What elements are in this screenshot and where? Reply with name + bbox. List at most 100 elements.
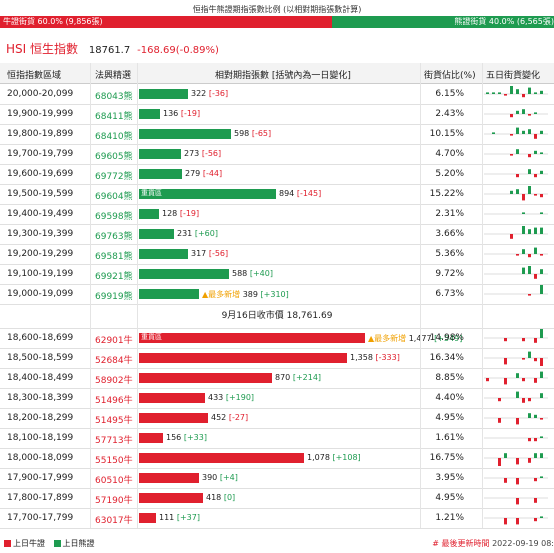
row-code-link[interactable]: 58902牛: [95, 376, 133, 386]
five-day-sparkline: [484, 391, 548, 403]
row-code-link[interactable]: 68411熊: [95, 112, 133, 122]
five-day-sparkline: [484, 247, 548, 258]
five-day-sparkline: [484, 413, 548, 425]
most-new-tag: ▲最多新增: [202, 290, 241, 299]
sparkline-bar: [492, 132, 495, 134]
row-code-link[interactable]: 69763熊: [95, 232, 133, 242]
sparkline-bar: [540, 371, 543, 378]
sparkline-bar: [540, 194, 543, 198]
sparkline-bar: [528, 294, 531, 296]
sparkline-bar: [516, 189, 519, 194]
qty-label: 433 [+190]: [208, 393, 254, 402]
five-day-sparkline: [484, 127, 548, 139]
qty-bar: [139, 433, 163, 443]
sparkline-bar: [516, 127, 519, 134]
sparkline-bar: [516, 418, 519, 425]
row-code-link[interactable]: 60510牛: [95, 476, 133, 486]
row-range: 19,400-19,499: [7, 209, 74, 219]
sparkline-bar: [522, 378, 525, 382]
table-row: 19,600-19,699 69772熊 279 [-44] 5.20%: [0, 164, 554, 185]
index-name: HSI 恒生指數: [6, 42, 78, 56]
row-code-link[interactable]: 52684牛: [95, 356, 133, 366]
sparkline-bar: [522, 94, 525, 98]
sparkline-bar: [534, 227, 537, 234]
sparkline-bar: [516, 458, 519, 465]
sparkline-bar: [540, 227, 543, 234]
row-range: 19,800-19,899: [7, 129, 74, 139]
sparkline-bar: [528, 154, 531, 158]
qty-value: 433: [208, 393, 224, 402]
qty-bar: [139, 209, 159, 219]
qty-bar: [139, 333, 365, 343]
sparkline-bar: [540, 90, 543, 94]
header-pct: 街貨佔比(%): [424, 71, 476, 81]
row-code-link[interactable]: 68043熊: [95, 92, 133, 102]
row-code-link[interactable]: 69772熊: [95, 172, 133, 182]
sparkline-bar: [540, 254, 543, 256]
row-code-link[interactable]: 68410熊: [95, 132, 133, 142]
row-code-link[interactable]: 51495牛: [95, 416, 133, 426]
row-pct: 8.85%: [435, 373, 464, 383]
qty-label: 156 [+33]: [166, 433, 207, 442]
qty-value: 588: [232, 269, 248, 278]
row-range: 18,300-18,399: [7, 393, 74, 403]
qty-label: 111 [+37]: [159, 513, 200, 522]
header-qty: 相對期指張數 [括號內為一日變化]: [215, 71, 351, 81]
qty-label: 317 [-56]: [191, 249, 228, 258]
sparkline-bar: [528, 458, 531, 463]
qty-change: [0]: [223, 493, 236, 502]
qty-change: [-333]: [375, 353, 400, 362]
five-day-sparkline: [484, 86, 548, 98]
table-row: 18,000-18,099 55150牛 1,078 [+108] 16.75%: [0, 448, 554, 469]
row-pct: 2.31%: [435, 209, 464, 219]
sparkline-bar: [498, 92, 501, 94]
row-code-link[interactable]: 57190牛: [95, 496, 133, 506]
row-range: 17,900-17,999: [7, 473, 74, 483]
row-code-link[interactable]: 51496牛: [95, 396, 133, 406]
sparkline-bar: [534, 438, 537, 442]
qty-label: 870 [+214]: [275, 373, 321, 382]
row-pct: 1.21%: [435, 513, 464, 523]
sparkline-bar: [528, 87, 531, 94]
sparkline-bar: [534, 498, 537, 503]
row-code-link[interactable]: 62901牛: [95, 336, 133, 346]
qty-value: 111: [159, 513, 175, 522]
sparkline-bar: [516, 149, 519, 154]
row-code-link[interactable]: 69921熊: [95, 272, 133, 282]
qty-bar: [139, 353, 347, 363]
qty-bar: [139, 493, 203, 503]
qty-value: 389: [242, 290, 258, 299]
qty-value: 1,078: [307, 453, 330, 462]
sparkline-bar: [534, 358, 537, 362]
qty-label: 418 [0]: [206, 493, 235, 502]
sparkline-bar: [534, 518, 537, 522]
sparkline-bar: [528, 413, 531, 418]
sparkline-bar: [528, 438, 531, 442]
closing-price-row: 9月16日收市價 18,761.69: [0, 304, 554, 329]
sparkline-bar: [516, 373, 519, 378]
sparkline-bar: [492, 92, 495, 94]
header-five-day: 五日街貨變化: [486, 71, 541, 81]
table-header: 恒指指數區域 法興精選 相對期指張數 [括號內為一日變化] 街貨佔比(%) 五日…: [0, 63, 554, 84]
row-code-link[interactable]: 69605熊: [95, 152, 133, 162]
qty-change: [-56]: [201, 149, 222, 158]
row-code-link[interactable]: 55150牛: [95, 456, 133, 466]
column-divider: [482, 63, 483, 528]
qty-bar: [139, 189, 276, 199]
qty-bar: [139, 269, 229, 279]
row-code-link[interactable]: 69919熊: [95, 292, 133, 302]
sparkline-bar: [534, 338, 537, 343]
row-code-link[interactable]: 57713牛: [95, 436, 133, 446]
row-code-link[interactable]: 69581熊: [95, 252, 133, 262]
row-pct: 5.36%: [435, 249, 464, 259]
sparkline-bar: [516, 498, 519, 505]
row-code-link[interactable]: 63017牛: [95, 516, 133, 526]
row-code-link[interactable]: 69598熊: [95, 212, 133, 222]
sparkline-bar: [534, 274, 537, 279]
sparkline-bar: [540, 152, 543, 154]
row-code-link[interactable]: 69604熊: [95, 192, 133, 202]
sparkline-bar: [534, 453, 537, 458]
row-range: 18,400-18,499: [7, 373, 74, 383]
qty-label: 273 [-56]: [184, 149, 221, 158]
sparkline-bar: [510, 234, 513, 239]
